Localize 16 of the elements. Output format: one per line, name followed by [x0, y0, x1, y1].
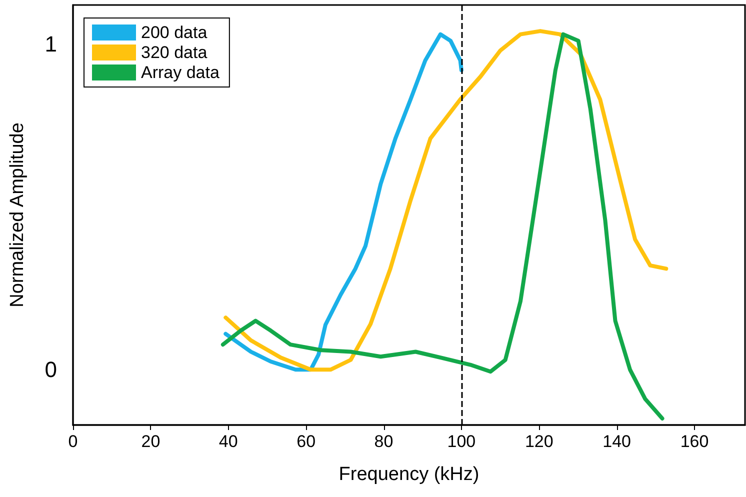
legend-label: 200 data: [141, 23, 208, 42]
y-axis-title: Normalized Amplitude: [7, 122, 28, 308]
x-tick-label: 160: [680, 432, 709, 451]
legend-label: 320 data: [141, 43, 208, 62]
x-axis-title: Frequency (kHz): [338, 464, 480, 485]
x-tick-label: 100: [447, 432, 476, 451]
x-tick-label: 40: [218, 432, 238, 451]
x-tick-label: 60: [296, 432, 316, 451]
x-tick-label: 20: [141, 432, 160, 451]
legend-label: Array data: [141, 63, 220, 82]
x-tick-label: 140: [602, 432, 632, 451]
x-tick-label: 0: [68, 432, 78, 451]
x-tick-label: 120: [524, 432, 554, 451]
line-series: [224, 32, 464, 372]
y-tick-label: 1: [44, 32, 57, 57]
x-tick-label: 80: [374, 432, 394, 451]
